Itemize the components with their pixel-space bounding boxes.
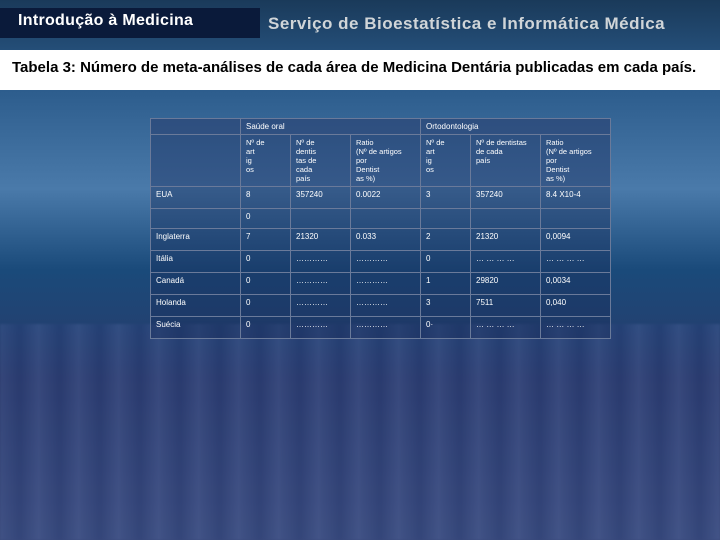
data-cell: 8 [241, 187, 291, 209]
data-cell: … … … … [471, 317, 541, 339]
data-cell: 0,040 [541, 295, 611, 317]
data-cell: 0.0022 [351, 187, 421, 209]
data-cell: 0 [421, 251, 471, 273]
group-header-row: Saúde oral Ortodontologia [151, 119, 611, 135]
page-title: Introdução à Medicina [0, 8, 260, 38]
table-row: Holanda0……………………375110,040 [151, 295, 611, 317]
data-cell: 0,0034 [541, 273, 611, 295]
data-cell: 357240 [471, 187, 541, 209]
table-row: 0 [151, 209, 611, 229]
header: Introdução à Medicina Serviço de Bioesta… [0, 0, 720, 38]
data-cell: 7 [241, 229, 291, 251]
col-artigos-1: Nº de art ig os [241, 135, 291, 187]
service-label: Serviço de Bioestatística e Informática … [260, 8, 665, 34]
data-cell [421, 209, 471, 229]
data-cell: … … … … [471, 251, 541, 273]
country-cell: Canadá [151, 273, 241, 295]
data-cell: 0· [421, 317, 471, 339]
table-row: Canadá0……………………1298200,0034 [151, 273, 611, 295]
country-cell: Holanda [151, 295, 241, 317]
sub-header-row: Nº de art ig os Nº de dentis tas de cada… [151, 135, 611, 187]
data-cell: ………… [351, 295, 421, 317]
data-cell: 0 [241, 273, 291, 295]
data-cell [351, 209, 421, 229]
data-cell: 0 [241, 251, 291, 273]
data-cell [471, 209, 541, 229]
data-cell: 1 [421, 273, 471, 295]
data-cell: ………… [351, 273, 421, 295]
data-cell: 0,0094 [541, 229, 611, 251]
data-cell: 3 [421, 295, 471, 317]
col-dentistas-1: Nº de dentis tas de cada país [291, 135, 351, 187]
data-cell: 21320 [291, 229, 351, 251]
data-cell: ………… [351, 251, 421, 273]
data-cell: 8.4 X10-4 [541, 187, 611, 209]
data-cell: 7511 [471, 295, 541, 317]
data-cell: 3 [421, 187, 471, 209]
data-cell [291, 209, 351, 229]
empty-corner [151, 119, 241, 135]
data-table: Saúde oral Ortodontologia Nº de art ig o… [150, 118, 611, 339]
country-cell [151, 209, 241, 229]
col-dentistas-2: Nº de dentistas de cada país [471, 135, 541, 187]
country-cell: Itália [151, 251, 241, 273]
country-cell: EUA [151, 187, 241, 209]
table-row: Suécia0……………………0·… … … …… … … … [151, 317, 611, 339]
col-artigos-2: Nº de art ig os [421, 135, 471, 187]
data-cell: 0 [241, 209, 291, 229]
data-cell: ………… [351, 317, 421, 339]
data-cell: ………… [291, 273, 351, 295]
data-cell: … … … … [541, 251, 611, 273]
data-cell: 0 [241, 317, 291, 339]
table-row: Inglaterra7213200.0332213200,0094 [151, 229, 611, 251]
table-row: EUA83572400.002233572408.4 X10-4 [151, 187, 611, 209]
data-cell: 357240 [291, 187, 351, 209]
data-cell: 21320 [471, 229, 541, 251]
group-saude-oral: Saúde oral [241, 119, 421, 135]
data-cell [541, 209, 611, 229]
data-cell: 29820 [471, 273, 541, 295]
table-container: Saúde oral Ortodontologia Nº de art ig o… [150, 118, 720, 339]
data-cell: 0 [241, 295, 291, 317]
group-ortodontologia: Ortodontologia [421, 119, 611, 135]
country-cell: Inglaterra [151, 229, 241, 251]
data-cell: … … … … [541, 317, 611, 339]
empty-sub [151, 135, 241, 187]
col-ratio-2: Ratio (Nº de artigos por Dentist as %) [541, 135, 611, 187]
data-cell: ………… [291, 317, 351, 339]
table-caption: Tabela 3: Número de meta-análises de cad… [0, 50, 720, 90]
table-row: Itália0……………………0… … … …… … … … [151, 251, 611, 273]
data-cell: ………… [291, 251, 351, 273]
col-ratio-1: Ratio (Nº de artigos por Dentist as %) [351, 135, 421, 187]
country-cell: Suécia [151, 317, 241, 339]
data-cell: 0.033 [351, 229, 421, 251]
data-cell: ………… [291, 295, 351, 317]
table-body: EUA83572400.002233572408.4 X10-4 0Inglat… [151, 187, 611, 339]
data-cell: 2 [421, 229, 471, 251]
